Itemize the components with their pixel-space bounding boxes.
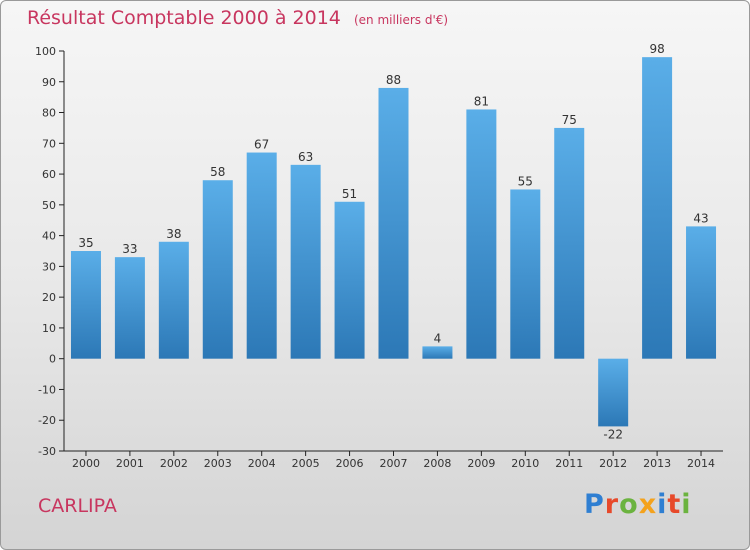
value-label-2004: 67	[254, 138, 269, 152]
x-tick-label-2004: 2004	[248, 457, 276, 470]
bar-2014	[686, 226, 717, 359]
x-tick-label-2001: 2001	[116, 457, 144, 470]
value-label-2008: 4	[434, 331, 442, 345]
x-tick-label-2005: 2005	[292, 457, 320, 470]
y-tick-label: 10	[42, 322, 56, 335]
value-label-2014: 43	[693, 211, 708, 225]
chart-title: Résultat Comptable 2000 à 2014 (en milli…	[27, 7, 448, 29]
x-tick-label-2007: 2007	[380, 457, 408, 470]
x-tick-label-2012: 2012	[599, 457, 627, 470]
y-tick-label: 0	[49, 353, 56, 366]
bar-2011	[554, 127, 585, 359]
chart-title-text: Résultat Comptable 2000 à 2014	[27, 7, 341, 29]
chart-axes: -30 -20 -10 0 10 20 30 40 50 60 70 80 90 100 2000 2001 2…	[35, 45, 723, 470]
y-tick-label: 100	[35, 45, 56, 58]
y-tick-label: 80	[42, 107, 56, 120]
y-tick-label: 50	[42, 199, 56, 212]
proxiti-logo: Proxiti	[584, 489, 692, 520]
logo-letter: o	[619, 489, 639, 520]
y-tick-label: 30	[42, 260, 56, 273]
value-label-2001: 33	[122, 242, 137, 256]
logo-letter: i	[657, 489, 668, 520]
chart-bars	[70, 57, 717, 427]
bar-2006	[334, 201, 365, 359]
y-tick-label: -10	[38, 383, 56, 396]
y-tick-label: 20	[42, 291, 56, 304]
bar-2005	[290, 164, 321, 359]
bar-2007	[378, 87, 409, 359]
bar-2009	[466, 109, 497, 359]
y-tick-label: 40	[42, 230, 56, 243]
value-label-2005: 63	[298, 150, 313, 164]
bar-2004	[246, 152, 277, 359]
bar-2012	[598, 358, 629, 427]
value-label-2007: 88	[386, 73, 401, 87]
value-label-2000: 35	[78, 236, 93, 250]
x-tick-label-2011: 2011	[555, 457, 583, 470]
logo-letter: x	[638, 489, 658, 520]
x-tick-label-2000: 2000	[72, 457, 100, 470]
logo-letter: P	[584, 489, 605, 520]
x-tick-label-2002: 2002	[160, 457, 188, 470]
logo-letter: r	[604, 489, 620, 520]
value-label-2009: 81	[474, 94, 489, 108]
bar-2013	[642, 57, 673, 359]
bar-2010	[510, 189, 541, 359]
chart-unit: (en milliers d'€)	[353, 13, 449, 27]
x-tick-label-2003: 2003	[204, 457, 232, 470]
value-label-2013: 98	[649, 42, 664, 56]
y-tick-label: 90	[42, 76, 56, 89]
logo-letter: t	[667, 489, 682, 520]
chart-value-labels: 35 33 38 58 67 63 51 88 4 81 55 75 -22 98 43	[78, 42, 708, 441]
x-tick-label-2006: 2006	[336, 457, 364, 470]
y-tick-label: 60	[42, 168, 56, 181]
x-tick-label-2009: 2009	[467, 457, 495, 470]
value-label-2002: 38	[166, 227, 181, 241]
value-label-2003: 58	[210, 165, 225, 179]
town-name: CARLIPA	[38, 495, 117, 517]
value-label-2012: -22	[603, 427, 623, 441]
x-tick-label-2013: 2013	[643, 457, 671, 470]
x-tick-label-2010: 2010	[511, 457, 539, 470]
logo-letter: i	[681, 489, 692, 520]
value-label-2010: 55	[518, 174, 533, 188]
bar-2000	[70, 251, 101, 359]
y-tick-label: 70	[42, 137, 56, 150]
y-tick-label: -20	[38, 414, 56, 427]
bar-2003	[202, 180, 233, 359]
value-label-2006: 51	[342, 187, 357, 201]
x-tick-label-2008: 2008	[423, 457, 451, 470]
bar-2001	[114, 257, 145, 359]
x-tick-label-2014: 2014	[687, 457, 715, 470]
bar-2008	[422, 346, 453, 359]
value-label-2011: 75	[562, 113, 577, 127]
bar-2002	[158, 241, 189, 359]
y-tick-label: -30	[38, 445, 56, 458]
